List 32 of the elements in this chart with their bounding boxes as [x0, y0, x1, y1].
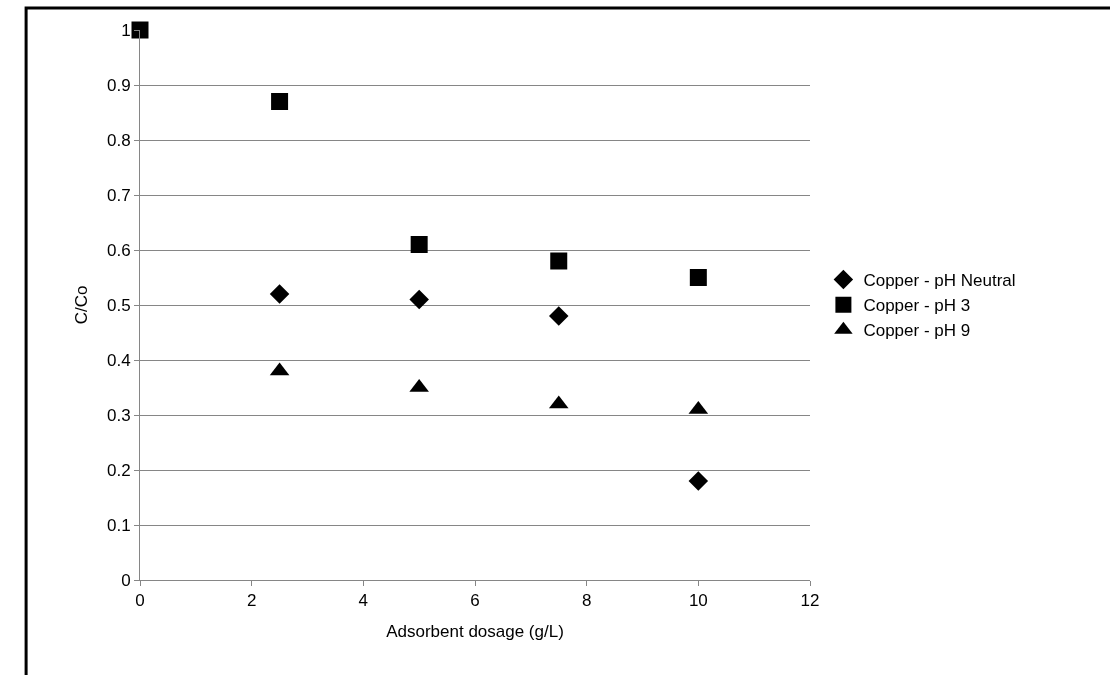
x-tick-label: 0 — [135, 591, 145, 611]
y-tick-label: 0.6 — [106, 240, 131, 260]
y-tick-label: 0.4 — [106, 350, 131, 370]
x-tick-label: 6 — [470, 591, 480, 611]
legend-label: Copper - pH 9 — [863, 321, 971, 341]
x-tick-label: 8 — [581, 591, 592, 611]
point — [409, 289, 429, 310]
point — [688, 471, 709, 491]
x-tick-label: 2 — [246, 591, 257, 611]
point — [131, 21, 149, 39]
point — [269, 284, 290, 304]
legend-label: Copper - pH 3 — [863, 296, 971, 316]
y-tick-label: 0.2 — [106, 460, 131, 480]
point — [271, 93, 289, 110]
y-tick-label: 0.1 — [106, 515, 131, 535]
y-tick-label: 0.3 — [106, 405, 131, 425]
point — [410, 236, 428, 253]
x-tick-label: 10 — [688, 591, 708, 611]
y-tick-label: 0.7 — [106, 185, 131, 205]
x-tick-label: 12 — [800, 591, 820, 611]
y-axis-title: C/Co — [71, 285, 91, 325]
y-tick-label: 0.9 — [106, 75, 131, 95]
point — [689, 269, 707, 286]
x-axis-title: Adsorbent dosage (g/L) — [386, 621, 564, 641]
y-tick-label: 0.5 — [106, 295, 131, 315]
point — [550, 252, 568, 270]
y-tick-label: 0 — [121, 570, 131, 590]
point — [549, 306, 569, 326]
y-tick-label: 1 — [121, 20, 131, 40]
x-tick-label: 4 — [358, 591, 369, 611]
y-tick-label: 0.8 — [106, 130, 131, 150]
legend-label: Copper - pH Neutral — [863, 271, 1016, 291]
